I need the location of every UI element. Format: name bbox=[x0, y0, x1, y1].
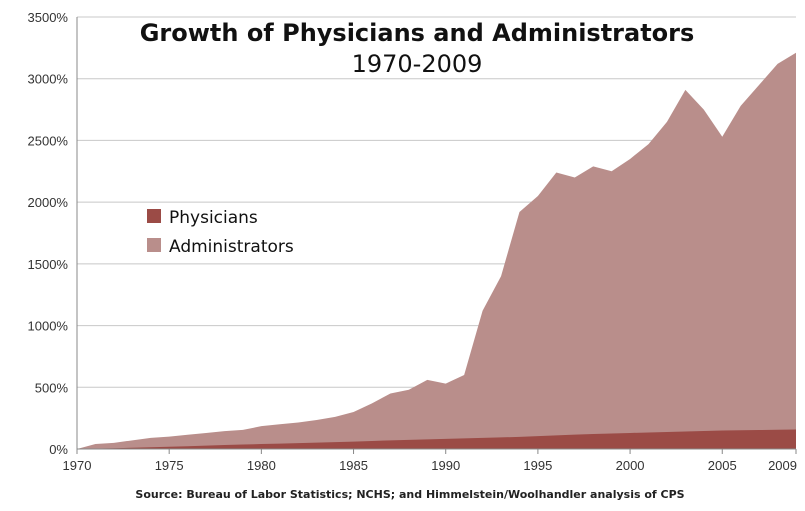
y-tick-label: 3500% bbox=[28, 10, 69, 25]
area-series-administrators bbox=[77, 52, 796, 449]
grid-layer bbox=[77, 16, 796, 388]
source-note: Source: Bureau of Labor Statistics; NCHS… bbox=[135, 488, 684, 501]
legend-swatch-administrators bbox=[147, 238, 161, 252]
x-tick-label: 2005 bbox=[708, 458, 737, 473]
y-tick-labels: 0% 500% 1000% 1500% 2000% 2500% 3000% 3500% bbox=[28, 10, 69, 457]
x-tick-labels: 1970 1975 1980 1985 1990 1995 2000 2005 2009 bbox=[63, 458, 797, 473]
x-tick-label: 1970 bbox=[63, 458, 92, 473]
legend-swatch-physicians bbox=[147, 209, 161, 223]
y-tick-label: 1000% bbox=[28, 319, 69, 334]
x-tick-label: 1975 bbox=[155, 458, 184, 473]
x-tick-label: 2009 bbox=[768, 458, 797, 473]
y-tick-label: 2000% bbox=[28, 195, 69, 210]
y-tick-label: 0% bbox=[49, 442, 68, 457]
chart-subtitle: 1970-2009 bbox=[352, 50, 483, 78]
area-series-physicians bbox=[77, 429, 796, 449]
area-layer bbox=[77, 52, 796, 449]
y-tick-label: 3000% bbox=[28, 72, 69, 87]
x-tick-label: 1985 bbox=[339, 458, 368, 473]
legend-label-administrators: Administrators bbox=[169, 237, 294, 257]
axis-layer bbox=[76, 17, 797, 454]
x-tick-label: 1980 bbox=[247, 458, 276, 473]
legend-label-physicians: Physicians bbox=[169, 208, 258, 228]
legend: Physicians Administrators bbox=[147, 208, 294, 257]
x-tick-label: 1995 bbox=[523, 458, 552, 473]
y-tick-label: 1500% bbox=[28, 257, 69, 272]
y-tick-label: 500% bbox=[35, 380, 69, 395]
x-tick-label: 1990 bbox=[431, 458, 460, 473]
y-tick-label: 2500% bbox=[28, 133, 69, 148]
x-tick-label: 2000 bbox=[616, 458, 645, 473]
chart-title: Growth of Physicians and Administrators bbox=[140, 19, 695, 47]
